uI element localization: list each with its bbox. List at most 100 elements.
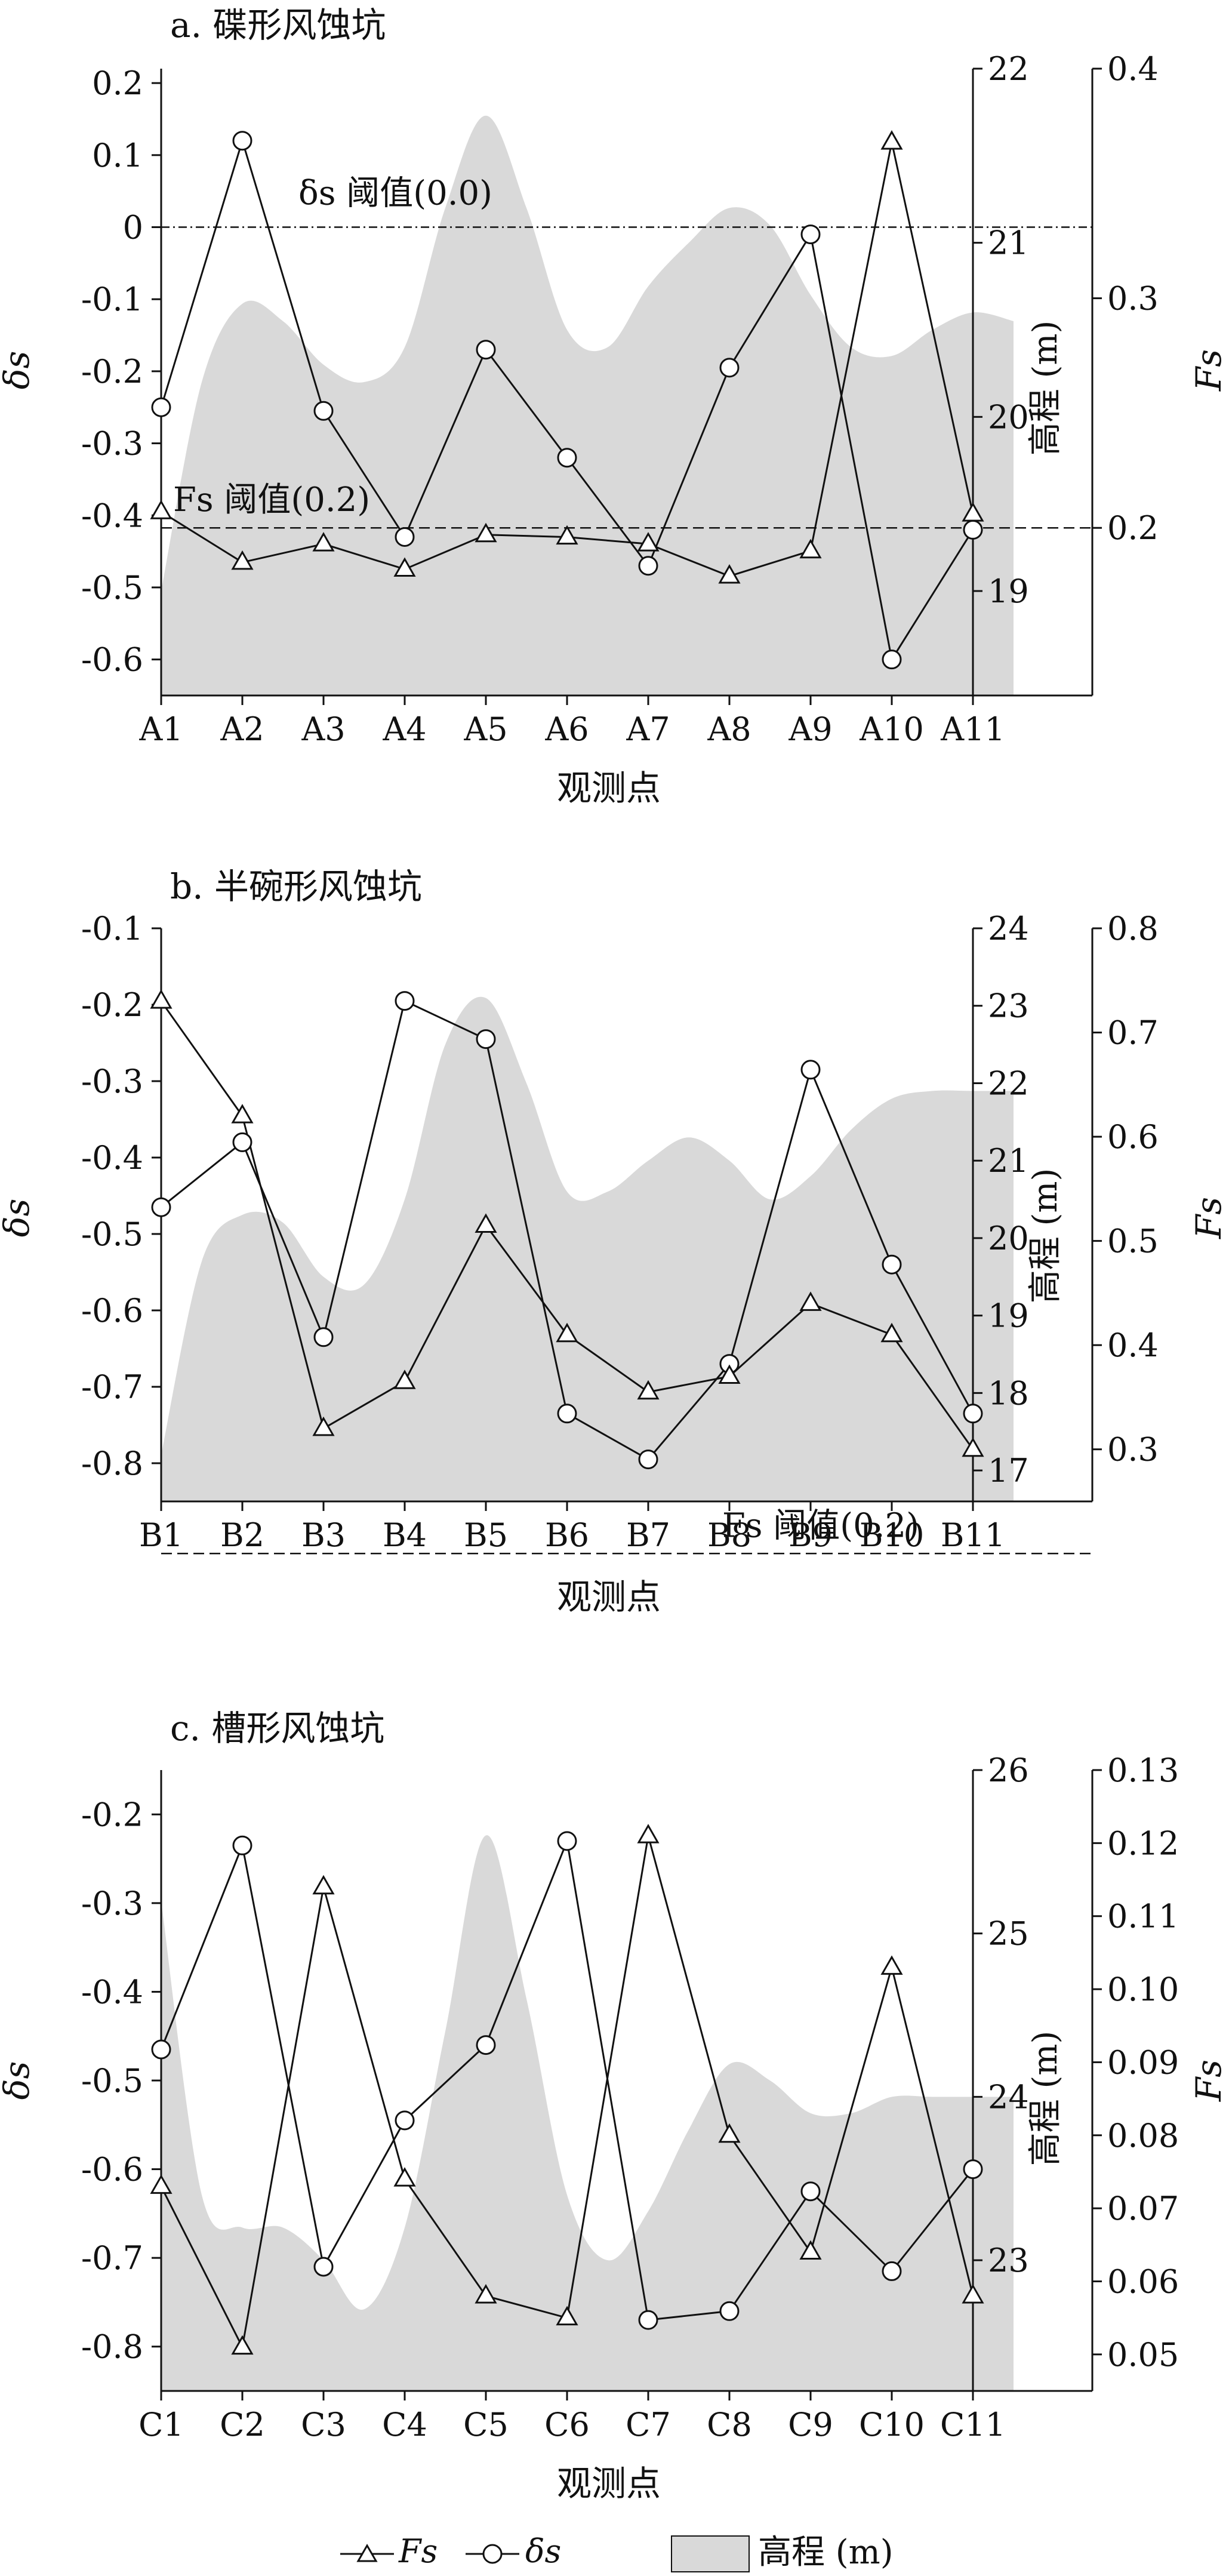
x-tick-label: B10 <box>860 1516 924 1554</box>
ds-tick-label: -0.5 <box>81 1215 143 1253</box>
x-axis-label: 观测点 <box>557 2463 661 2504</box>
x-tick-label: C11 <box>940 2406 1006 2443</box>
ds-tick-label: -0.3 <box>81 425 143 463</box>
ds-tick-label: -0.4 <box>81 497 143 534</box>
legend: Fs δs 高程 (m) <box>340 2532 894 2572</box>
legend-fs-label: Fs <box>398 2532 438 2570</box>
elevation-tick-label: 26 <box>988 1752 1029 1789</box>
ds-point-C6 <box>557 1831 577 1851</box>
x-tick-label: A4 <box>382 710 426 748</box>
elevation-tick-label: 24 <box>988 910 1029 947</box>
fs-point-B10 <box>880 1322 903 1343</box>
ds-point-B10 <box>882 1254 902 1275</box>
ds-tick-label: -0.4 <box>81 1139 143 1177</box>
elevation-tick-label: 20 <box>988 398 1029 436</box>
elevation-area <box>161 996 1014 1501</box>
x-tick-label: C2 <box>220 2406 265 2443</box>
fs-tick-label: 0.06 <box>1107 2263 1179 2300</box>
x-tick-label: B9 <box>788 1516 833 1554</box>
elevation-area <box>161 115 1014 695</box>
fs-point-B11 <box>962 1437 984 1457</box>
ds-tick-label: -0.3 <box>81 1063 143 1100</box>
ds-point-A11 <box>963 519 983 540</box>
fs-axis-label: Fs <box>1188 1197 1229 1239</box>
elevation-area <box>161 1835 1014 2391</box>
x-tick-label: C5 <box>463 2406 509 2443</box>
ds-axis-label: δs <box>0 2061 37 2100</box>
fs-point-A2 <box>231 550 254 570</box>
fs-point-B1 <box>150 989 173 1009</box>
fs-tick-label: 0.3 <box>1107 280 1159 318</box>
ds-point-A10 <box>882 650 902 670</box>
fs-tick-label: 0.12 <box>1107 1824 1179 1862</box>
ds-point-A4 <box>395 527 415 547</box>
ds-point-B5 <box>476 1029 496 1050</box>
fs-axis-label: Fs <box>1188 2060 1229 2102</box>
fs-tick-label: 0.13 <box>1107 1752 1179 1789</box>
threshold-label-2: Fs 阈值(0.2) <box>173 481 370 519</box>
x-tick-label: B7 <box>626 1516 670 1554</box>
fs-point-A4 <box>393 557 416 577</box>
fs-point-C5 <box>475 2283 497 2304</box>
elevation-tick-label: 21 <box>988 224 1029 262</box>
fs-tick-label: 0.2 <box>1107 509 1159 547</box>
ds-tick-label: -0.8 <box>81 1445 143 1482</box>
fs-point-C2 <box>231 2335 254 2355</box>
x-tick-label: B11 <box>941 1516 1005 1554</box>
ds-point-B2 <box>232 1132 252 1152</box>
legend-ds-circle-marker <box>482 2544 503 2564</box>
threshold-label-1: Fs 阈值(0.2) <box>722 1506 919 1545</box>
fs-point-A8 <box>718 564 741 584</box>
elevation-axis-label: 高程 (m) <box>1026 1168 1065 1304</box>
ds-point-A2 <box>232 131 252 151</box>
fs-point-B5 <box>475 1213 497 1233</box>
x-tick-label: C6 <box>544 2406 590 2443</box>
chart-panel-1: δs 阈值(0.0) Fs 阈值(0.2) a. 碟形风蚀坑 0.2 0.1 0 -0.1 -… <box>0 5 1229 808</box>
ds-point-A6 <box>557 448 577 468</box>
fs-tick-label: 0.10 <box>1107 1971 1179 2008</box>
fs-point-B9 <box>799 1291 822 1311</box>
fs-point-C3 <box>312 1875 335 1895</box>
ds-point-A3 <box>313 401 334 421</box>
fs-tick-label: 0.3 <box>1107 1431 1159 1469</box>
x-tick-label: C10 <box>859 2406 925 2443</box>
elevation-tick-label: 18 <box>988 1374 1029 1412</box>
fs-point-B7 <box>637 1380 660 1400</box>
chart-panel-3: c. 槽形风蚀坑 -0.2 -0.3 -0.4 -0.5 -0.6 -0.7 -0.8 26 25… <box>0 1708 1229 2504</box>
ds-point-C10 <box>882 2261 902 2281</box>
x-tick-label: A9 <box>788 710 832 748</box>
fs-point-A9 <box>799 538 822 559</box>
legend-ds-label: δs <box>525 2532 561 2570</box>
x-tick-label: A6 <box>544 710 589 748</box>
fs-point-B8 <box>718 1364 741 1384</box>
ds-axis-label: δs <box>0 351 37 390</box>
x-axis-label: 观测点 <box>557 1577 661 1617</box>
elevation-tick-label: 23 <box>988 2242 1029 2279</box>
elevation-axis-label: 高程 (m) <box>1026 2031 1065 2166</box>
fs-point-A5 <box>475 522 497 543</box>
threshold-label-1: δs 阈值(0.0) <box>298 174 492 213</box>
ds-tick-label: -0.2 <box>81 1796 143 1833</box>
ds-point-B1 <box>151 1197 171 1217</box>
panels: δs 阈值(0.0)Fs 阈值(0.2)a. 碟形风蚀坑0.20.10-0.1-… <box>0 5 1229 2504</box>
elevation-axis-label: 高程 (m) <box>1026 321 1065 456</box>
fs-point-C1 <box>150 2174 173 2194</box>
ds-point-C2 <box>232 1835 252 1855</box>
fs-tick-label: 0.4 <box>1107 50 1159 88</box>
ds-tick-label: 0 <box>123 209 143 247</box>
x-tick-label: C4 <box>382 2406 427 2443</box>
fs-point-C9 <box>799 2240 822 2260</box>
ds-tick-label: -0.1 <box>81 281 143 318</box>
x-tick-label: C9 <box>788 2406 833 2443</box>
fs-point-C11 <box>962 2283 984 2304</box>
ds-point-A8 <box>719 358 740 378</box>
x-tick-label: A7 <box>626 710 670 748</box>
ds-point-C11 <box>963 2159 983 2180</box>
fs-point-A6 <box>556 525 578 545</box>
elevation-tick-label: 23 <box>988 987 1029 1025</box>
ds-tick-label: -0.6 <box>81 2151 143 2189</box>
fs-point-A7 <box>637 532 660 552</box>
x-tick-label: B4 <box>383 1516 427 1554</box>
x-tick-label: A8 <box>707 710 751 748</box>
